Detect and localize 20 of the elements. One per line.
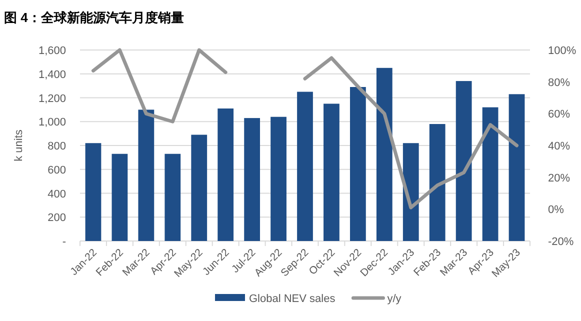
ytick: 600: [48, 164, 66, 176]
legend-label: Global NEV sales: [249, 293, 336, 305]
ytick: -: [62, 236, 66, 248]
legend-label: y/y: [387, 293, 402, 305]
y2tick: 80%: [548, 76, 570, 89]
ytick: 1,000: [38, 116, 66, 129]
y2tick: 40%: [548, 140, 570, 152]
ytick: 200: [48, 212, 66, 224]
ytick: 1,600: [38, 45, 66, 57]
ytick: 1,400: [38, 68, 66, 81]
y2tick: 60%: [548, 108, 570, 121]
ylabel: k units: [13, 130, 25, 162]
y2tick: 100%: [548, 45, 576, 57]
ytick: 800: [48, 140, 66, 152]
y2tick: -20%: [548, 236, 574, 248]
ytick: 400: [48, 188, 66, 200]
y2tick: 0%: [548, 204, 564, 216]
y2tick: 20%: [548, 172, 570, 184]
ytick: 1,200: [38, 92, 66, 105]
title: 图 4：全球新能源汽车月度销量: [4, 10, 184, 25]
